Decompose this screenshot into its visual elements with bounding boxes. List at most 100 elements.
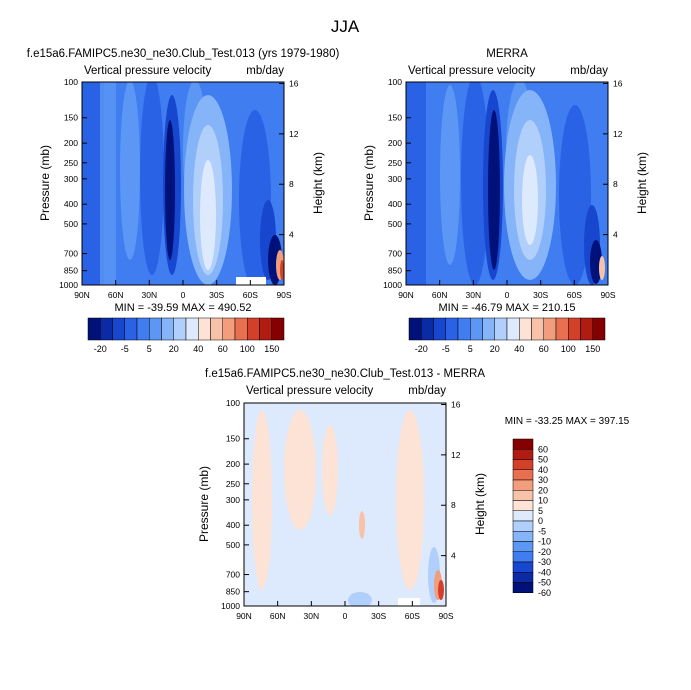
panel-model-subtitle-left: Vertical pressure velocity [84,65,211,77]
y-tick-label: 300 [226,495,240,505]
colorbar-swatch [408,317,422,341]
colorbar-swatch [512,500,534,511]
colorbar-swatch [421,317,434,341]
panel-diff-subtitle-right: mb/day [408,385,446,397]
colorbar-swatch [543,317,557,341]
y-tick-label: 700 [226,570,240,580]
colorbar-label: -5 [121,344,129,354]
colorbar-label: 60 [538,444,548,454]
colorbar-swatch [512,551,534,563]
x-tick-label: 90N [398,290,414,300]
panel-model-subtitle-right: mb/day [246,65,284,77]
y-right-tick-label: 16 [613,78,623,88]
colorbar-label: 100 [561,344,576,354]
y-tick-label: 150 [64,113,78,123]
x-tick-label: 30S [533,290,548,300]
panel-model-ylabel-right: Height (km) [311,152,325,214]
x-tick-label: 90N [236,611,252,621]
colorbar-swatch [592,317,606,341]
colorbar-label: 150 [264,344,279,354]
y-tick-label: 300 [64,174,78,184]
y-tick-label: 200 [64,138,78,148]
x-tick-label: 0 [505,290,510,300]
y-tick-label: 500 [64,219,78,229]
panel-model: f.e15a6.FAMIPC5.ne30_ne30.Club_Test.013 … [27,48,340,354]
colorbar-swatch [512,438,534,450]
colorbar-label: 30 [538,475,548,485]
colorbar-label: 60 [218,344,228,354]
colorbar-label: 10 [538,496,548,506]
colorbar-swatch [185,317,199,341]
colorbar-swatch [482,317,495,341]
y-right-tick-label: 12 [613,129,623,139]
x-tick-label: 60N [108,290,124,300]
colorbar-label: -5 [442,344,450,354]
y-tick-label: 400 [388,199,402,209]
panel-diff-subtitle-left: Vertical pressure velocity [246,385,373,397]
panel-diff-title: f.e15a6.FAMIPC5.ne30_ne30.Club_Test.013 … [205,368,485,380]
colorbar-swatch [433,317,446,341]
panel-model-x-ticks: 90N 60N 30N 0 30S 60S 90S [74,280,292,300]
colorbar-label: 0 [538,516,543,526]
colorbar-swatch [470,317,483,341]
y-tick-label: 1000 [221,601,240,611]
colorbar-label: 20 [490,344,500,354]
x-tick-label: 90S [600,290,615,300]
panel-diff-ylabel: Pressure (mb) [197,466,211,542]
x-tick-label: 30S [209,290,224,300]
colorbar-swatch [512,582,534,593]
x-tick-label: 60S [567,290,582,300]
colorbar-swatch [494,317,508,341]
colorbar-label: 5 [538,506,543,516]
colorbar-label: 40 [538,465,548,475]
y-right-tick-label: 12 [289,129,299,139]
x-tick-label: 30S [371,611,386,621]
panel-model-stats: MIN = -39.59 MAX = 490.52 [115,302,252,314]
colorbar-label: -20 [415,344,428,354]
x-tick-label: 90S [276,290,291,300]
colorbar-swatch [149,317,162,341]
panel-model-y-ticks: 100 150 200 250 300 400 500 700 850 1000 [59,77,87,290]
x-tick-label: 60S [405,611,420,621]
colorbar-swatch [136,317,150,341]
y-tick-label: 150 [226,434,240,444]
colorbar-swatch [271,317,285,341]
panel-model-ylabel: Pressure (mb) [38,145,52,221]
colorbar-label: 40 [514,344,524,354]
x-tick-label: 60S [243,290,258,300]
x-tick-label: 60N [270,611,286,621]
colorbar-label: -20 [94,344,107,354]
y-tick-label: 300 [388,174,402,184]
panel-merra-field [406,82,608,285]
colorbar-swatch [234,317,248,341]
colorbar-swatch [580,317,593,341]
panel-diff: f.e15a6.FAMIPC5.ne30_ne30.Club_Test.013 … [197,368,630,621]
panel-diff-y-ticks: 100 150 200 250 300 400 500 700 850 1000 [221,398,249,611]
colorbar-swatch [173,317,187,341]
y-tick-label: 200 [388,138,402,148]
colorbar-swatch [457,317,471,341]
panel-model-title: f.e15a6.FAMIPC5.ne30_ne30.Club_Test.013 … [27,48,340,60]
panel-diff-field [244,403,446,606]
colorbar-swatch [555,317,569,341]
x-tick-label: 30N [466,290,482,300]
colorbar-label: -5 [538,526,546,536]
y-right-tick-label: 4 [613,230,618,240]
panel-diff-x-ticks: 90N 60N 30N 0 30S 60S 90S [236,601,454,621]
y-right-tick-label: 8 [613,179,618,189]
x-tick-label: 90N [74,290,90,300]
colorbar-label: 5 [147,344,152,354]
panel-merra: MERRA Vertical pressure velocity mb/day [362,48,649,354]
panel-diff-y-ticks-right: 16 12 8 4 [441,399,461,561]
x-tick-label: 30N [304,611,320,621]
colorbar-label: 40 [193,344,203,354]
panel-merra-subtitle-right: mb/day [570,65,608,77]
colorbar-label: 100 [240,344,255,354]
panel-diff-stats: MIN = -33.25 MAX = 397.15 [505,416,630,427]
y-tick-label: 250 [64,158,78,168]
colorbar-swatch [222,317,236,341]
colorbar-swatch [531,317,544,341]
colorbar-swatch [512,449,534,460]
